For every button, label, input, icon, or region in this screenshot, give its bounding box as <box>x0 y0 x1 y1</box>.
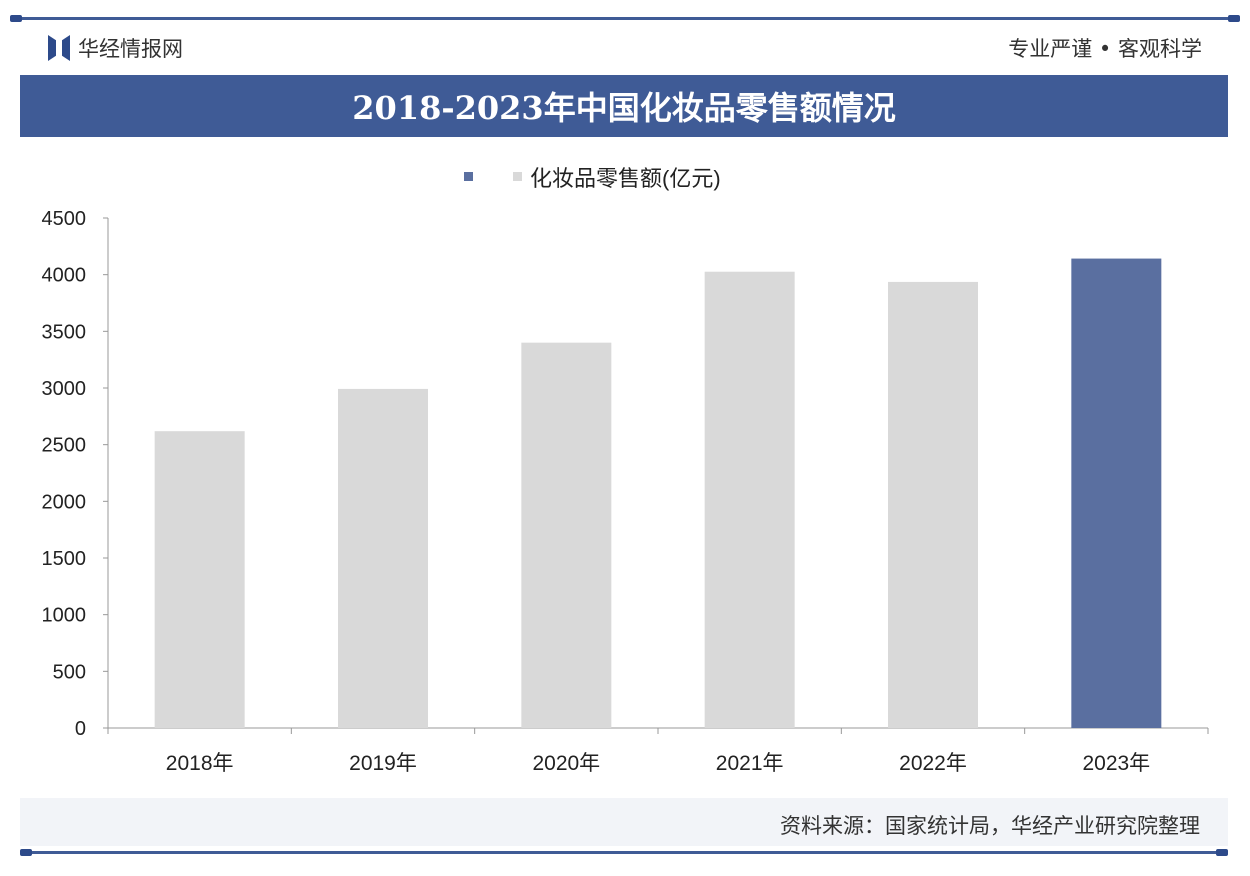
chart-title: 2018-2023年中国化妆品零售额情况 <box>20 75 1228 137</box>
bar-2022年 <box>888 281 978 728</box>
bar-2021年 <box>704 271 795 728</box>
legend-label: 化妆品零售额(亿元) <box>530 166 721 191</box>
source-bar: 资料来源：国家统计局，华经产业研究院整理 <box>20 798 1228 846</box>
y-tick-label: 3000 <box>42 378 87 400</box>
x-tick-label: 2018年 <box>166 752 234 775</box>
legend-marker-highlight <box>464 172 473 181</box>
bar-2023年 <box>1071 258 1162 728</box>
top-divider <box>10 15 1240 22</box>
y-tick-label: 500 <box>53 661 86 683</box>
y-tick-label: 2500 <box>42 435 87 457</box>
y-tick-label: 1000 <box>42 605 87 627</box>
y-tick-label: 3500 <box>42 321 87 343</box>
slogan: 专业严谨 • 客观科学 <box>1008 37 1202 61</box>
y-tick-label: 4000 <box>42 265 87 287</box>
x-tick-label: 2020年 <box>532 752 600 775</box>
bar-2019年 <box>338 388 428 728</box>
bottom-divider <box>20 849 1228 856</box>
brand-name: 华经情报网 <box>78 37 183 61</box>
x-tick-label: 2023年 <box>1082 752 1150 775</box>
x-tick-label: 2019年 <box>349 752 417 775</box>
y-tick-label: 1500 <box>42 548 87 570</box>
x-tick-label: 2021年 <box>716 752 784 775</box>
y-tick-label: 0 <box>75 718 86 740</box>
x-tick-label: 2022年 <box>899 752 967 775</box>
brand: 华经情报网 <box>48 33 183 63</box>
bar-2020年 <box>521 342 612 728</box>
y-tick-label: 4500 <box>42 208 87 230</box>
legend-marker <box>513 172 522 181</box>
y-tick-label: 2000 <box>42 491 87 513</box>
bar-2018年 <box>154 431 245 728</box>
source-text: 资料来源：国家统计局，华经产业研究院整理 <box>780 814 1200 838</box>
